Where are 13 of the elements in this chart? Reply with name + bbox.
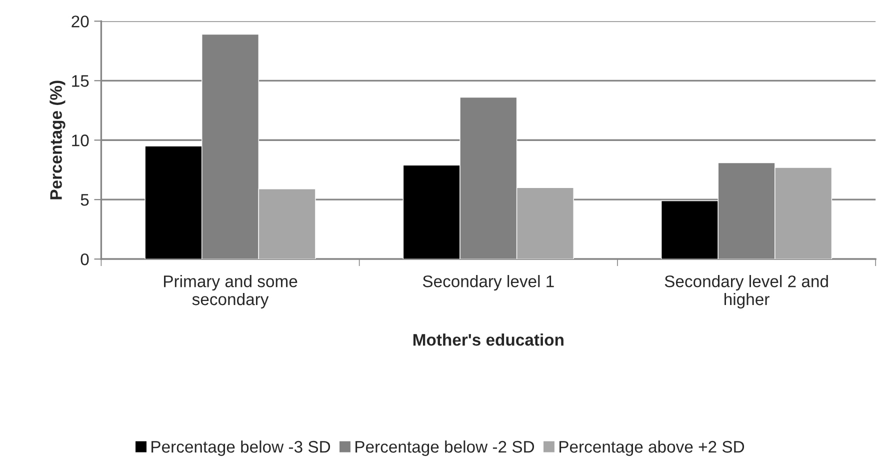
x-axis-title: Mother's education xyxy=(413,334,564,346)
y-tick-label: 5 xyxy=(80,194,89,206)
x-tick-label: Secondary level 1 xyxy=(422,275,554,291)
legend-label: Percentage below -3 SD xyxy=(152,440,330,456)
y-tick-label: 20 xyxy=(72,16,89,28)
y-tick-label: 15 xyxy=(72,75,89,87)
y-tick-label: 0 xyxy=(80,253,89,266)
legend-label: Percentage above +2 SD xyxy=(560,440,744,456)
x-tick-label: Primary and some secondary xyxy=(164,275,298,309)
x-tick-label: Secondary level 2 and higher xyxy=(664,275,828,309)
y-tick-label: 10 xyxy=(72,134,89,146)
y-axis-title: Percentage (%) xyxy=(50,80,66,200)
legend-label: Percentage below -2 SD xyxy=(356,440,534,456)
